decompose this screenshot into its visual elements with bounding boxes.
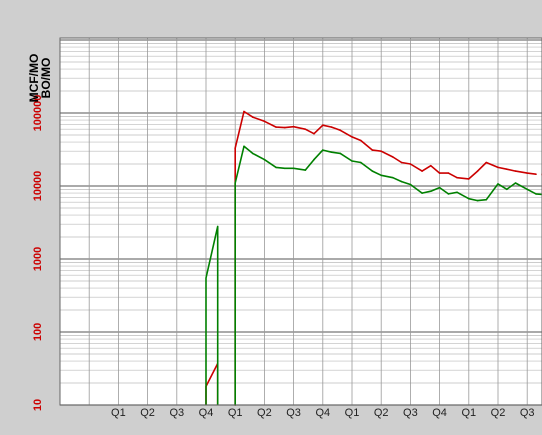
data-point-gas: [351, 136, 353, 138]
data-point-oil: [485, 198, 488, 201]
y-tick-labels: 10 100 1000 10000 100000: [32, 95, 44, 411]
data-point-oil: [313, 158, 315, 161]
data-point-gas: [275, 126, 277, 128]
x-tick-label: Q4: [315, 407, 330, 419]
x-tick-label: Q2: [374, 407, 389, 419]
data-point-oil: [535, 193, 537, 195]
data-point-gas: [263, 120, 266, 123]
x-tick-label: Q1: [111, 407, 126, 419]
data-point-gas: [400, 161, 403, 164]
data-point-oil: [351, 160, 353, 162]
series-label-gas: GAS: [541, 172, 542, 179]
data-point-gas: [430, 164, 432, 167]
data-point-gas: [251, 116, 254, 118]
series-line-oil: [205, 225, 219, 405]
data-point-oil: [400, 180, 403, 183]
data-point-oil: [526, 188, 528, 191]
data-point-gas: [392, 156, 394, 158]
x-tick-label: Q4: [432, 407, 447, 419]
data-point-gas: [447, 172, 450, 174]
y-tick-label: 10: [32, 399, 44, 411]
data-point-gas: [421, 170, 423, 172]
x-tick-label: Q3: [169, 407, 184, 419]
data-point-oil: [456, 191, 458, 194]
data-point-gas: [456, 176, 458, 179]
data-point-gas: [409, 163, 412, 165]
data-point-gas: [292, 125, 295, 128]
data-point-oil: [292, 167, 295, 170]
data-point-oil: [468, 197, 470, 200]
y-axis-label-oil: BO/MO: [39, 58, 53, 99]
data-point-gas: [514, 170, 517, 172]
x-tick-labels: Q1 Q2 Q3 Q4 Q1 Q2 Q3 Q4 Q1 Q2 Q3 Q4 Q1 Q2 Q3: [111, 407, 534, 419]
data-point-oil: [322, 149, 324, 151]
data-point-oil: [360, 161, 362, 164]
y-tick-label: 1000: [32, 247, 44, 271]
data-point-oil: [263, 158, 266, 161]
data-point-oil: [275, 166, 277, 169]
data-point-gas: [535, 173, 537, 175]
data-point-oil: [371, 170, 374, 172]
data-point-oil: [421, 192, 423, 194]
data-point-gas: [322, 124, 324, 126]
data-point-gas: [339, 129, 342, 132]
data-point-gas: [438, 172, 441, 174]
y-tick-label: 10000: [32, 171, 44, 202]
data-point-oil: [514, 182, 517, 184]
data-point-oil: [234, 182, 236, 184]
data-point-gas: [371, 149, 374, 151]
data-point-gas: [284, 126, 286, 129]
x-tick-label: Q2: [491, 407, 506, 419]
series-line-oil: [234, 145, 542, 405]
data-point-gas: [526, 172, 528, 174]
data-point-oil: [409, 183, 412, 186]
x-tick-label: Q4: [199, 407, 214, 419]
y-tick-label: 100000: [32, 95, 44, 132]
x-tick-label: Q1: [461, 407, 476, 419]
data-point-gas: [506, 168, 508, 170]
plot-background: [60, 38, 542, 405]
data-point-gas: [476, 170, 479, 172]
x-tick-label: Q2: [257, 407, 272, 419]
data-point-gas: [468, 178, 470, 180]
data-point-oil: [330, 151, 333, 153]
x-tick-label: Q3: [403, 407, 418, 419]
data-point-gas: [380, 150, 383, 152]
data-point-gas: [313, 132, 315, 135]
data-point-oil: [447, 193, 450, 195]
grid: [60, 38, 542, 406]
data-point-gas: [330, 126, 333, 128]
data-point-oil: [476, 199, 479, 202]
x-tick-label: Q2: [140, 407, 155, 419]
y-tick-label: 100: [32, 323, 44, 341]
series-layer: [205, 110, 542, 406]
data-point-oil: [339, 152, 342, 155]
plot-border: [59, 37, 542, 406]
data-point-oil: [243, 145, 245, 148]
data-point-gas: [304, 128, 307, 130]
data-point-gas: [234, 147, 236, 149]
series-labels: GASOIL: [541, 172, 542, 179]
x-tick-label: Q3: [520, 407, 535, 419]
data-point-oil: [438, 186, 441, 189]
data-point-gas: [243, 110, 245, 113]
data-point-gas: [497, 166, 499, 169]
data-point-oil: [251, 152, 254, 155]
data-point-gas: [485, 161, 488, 164]
x-tick-label: Q1: [228, 407, 243, 419]
x-tick-label: Q3: [286, 407, 301, 419]
data-point-oil: [380, 174, 383, 177]
data-point-oil: [284, 167, 286, 170]
data-point-oil: [430, 190, 432, 192]
data-point-oil: [304, 169, 307, 171]
data-point-oil: [506, 188, 508, 191]
data-point-oil: [497, 183, 499, 185]
x-tick-label: Q1: [345, 407, 360, 419]
y-axis-label-gas: MCF/MO: [27, 54, 41, 103]
data-point-gas: [360, 139, 362, 142]
data-point-oil: [392, 176, 394, 179]
